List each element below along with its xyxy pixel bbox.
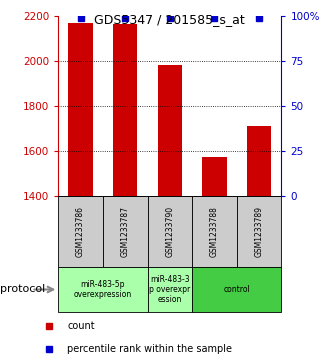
Text: GDS5347 / 201585_s_at: GDS5347 / 201585_s_at [95, 13, 245, 26]
Text: GSM1233786: GSM1233786 [76, 206, 85, 257]
Bar [247, 126, 271, 196]
Text: count: count [67, 321, 95, 331]
Bar [158, 65, 182, 196]
Bar [148, 196, 192, 267]
Text: GSM1233790: GSM1233790 [165, 206, 174, 257]
Text: percentile rank within the sample: percentile rank within the sample [67, 344, 232, 354]
Bar [58, 267, 148, 312]
Text: miR-483-5p
overexpression: miR-483-5p overexpression [74, 280, 132, 299]
Text: control: control [223, 285, 250, 294]
Bar [58, 196, 103, 267]
Bar [68, 23, 93, 196]
Bar [202, 158, 227, 196]
Text: GSM1233789: GSM1233789 [254, 206, 264, 257]
Bar [103, 196, 148, 267]
Bar [192, 267, 281, 312]
Bar [148, 267, 192, 312]
Text: miR-483-3
p overexpr
ession: miR-483-3 p overexpr ession [149, 274, 190, 305]
Text: GSM1233787: GSM1233787 [121, 206, 130, 257]
Text: protocol: protocol [0, 285, 45, 294]
Bar [113, 24, 138, 196]
Bar [237, 196, 281, 267]
Bar [192, 196, 237, 267]
Text: GSM1233788: GSM1233788 [210, 206, 219, 257]
